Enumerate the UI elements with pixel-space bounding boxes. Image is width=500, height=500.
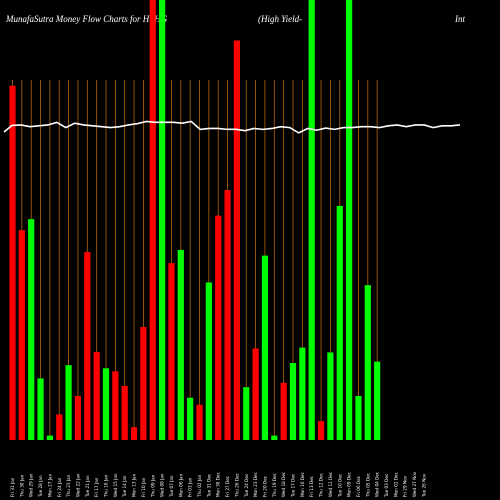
bar-green bbox=[289, 363, 297, 440]
date-label: Fri 24 Jan bbox=[57, 477, 62, 497]
bar-green bbox=[364, 285, 371, 440]
date-label: Fri 31 Jan bbox=[10, 477, 15, 497]
bar-red bbox=[196, 404, 203, 440]
bar-green bbox=[308, 0, 315, 440]
bar-red bbox=[252, 348, 259, 440]
bar-green bbox=[243, 387, 250, 440]
date-label: Mon 02 Dec bbox=[393, 471, 398, 497]
date-label: Mon 09 Dec bbox=[347, 471, 352, 497]
chart-title-ticker: (High Yield- bbox=[258, 14, 303, 24]
bar-red bbox=[84, 252, 91, 440]
date-label: Thu 16 Jan bbox=[104, 474, 109, 498]
date-label: Tue 26 Nov bbox=[421, 473, 426, 498]
date-label: Thu 02 Jan bbox=[197, 474, 202, 498]
date-label: Wed 15 Jan bbox=[113, 473, 118, 497]
date-label: Wed 08 Jan bbox=[160, 473, 165, 497]
date-label: Mon 06 Jan bbox=[178, 473, 183, 497]
date-label: Tue 21 Jan bbox=[85, 475, 90, 498]
bar-green bbox=[271, 435, 278, 440]
date-label: Fri 27 Dec bbox=[225, 475, 230, 497]
date-labels: Fri 31 Jan Thu 30 Jan Wed 29 Jan Tue 28 Jan… bbox=[10, 471, 426, 498]
bar-red bbox=[121, 385, 128, 440]
bar-red bbox=[112, 371, 119, 440]
date-label: Thu 09 Jan bbox=[150, 474, 155, 498]
date-label: Wed 04 Dec bbox=[375, 471, 380, 497]
bar-green bbox=[102, 368, 110, 440]
date-label: Fri 17 Jan bbox=[94, 477, 99, 497]
bar-red bbox=[233, 40, 240, 440]
bar-green bbox=[187, 397, 194, 440]
date-label: Tue 17 Dec bbox=[291, 473, 296, 498]
bar-red bbox=[130, 427, 138, 440]
date-label: Mon 16 Dec bbox=[300, 471, 305, 497]
bar-red bbox=[168, 263, 175, 440]
date-label: Thu 30 Jan bbox=[19, 474, 24, 498]
bar-red bbox=[93, 352, 100, 440]
bar-green bbox=[261, 255, 269, 440]
bar-red bbox=[149, 0, 156, 440]
bar-green bbox=[355, 396, 362, 440]
bar-green bbox=[327, 352, 334, 440]
bar-green bbox=[159, 0, 166, 440]
date-label: Tue 03 Dec bbox=[384, 473, 389, 498]
date-label: Fri 03 Jan bbox=[188, 477, 193, 497]
bar-green bbox=[205, 282, 212, 440]
bar-red bbox=[9, 85, 16, 441]
bar-green bbox=[374, 361, 381, 440]
flow-line bbox=[3, 120, 461, 134]
bar-green bbox=[299, 347, 306, 440]
money-flow-line bbox=[3, 120, 461, 134]
bar-red bbox=[280, 382, 287, 440]
bar-green bbox=[46, 435, 53, 440]
bar-red bbox=[140, 326, 147, 440]
date-label: Tue 28 Jan bbox=[38, 475, 43, 498]
bar-red bbox=[18, 230, 25, 440]
date-label: Mon 13 Jan bbox=[132, 473, 137, 497]
bar-red bbox=[317, 421, 325, 440]
bar-green bbox=[346, 0, 353, 440]
chart-title-continued: Int bbox=[455, 14, 465, 24]
bar-red bbox=[224, 190, 231, 440]
date-label: Tue 31 Dec bbox=[206, 473, 211, 498]
date-label: Wed 22 Jan bbox=[75, 473, 80, 497]
date-label: Wed 27 Nov bbox=[412, 471, 417, 497]
date-label: Thu 05 Dec bbox=[365, 472, 370, 498]
bar-green bbox=[37, 378, 44, 440]
date-label: Mon 30 Dec bbox=[216, 471, 221, 497]
date-label: Fri 13 Dec bbox=[309, 475, 314, 497]
date-label: Wed 18 Dec bbox=[281, 471, 286, 497]
date-label: Fri 29 Nov bbox=[403, 475, 408, 497]
date-label: Tue 10 Dec bbox=[337, 473, 342, 498]
date-label: Wed 11 Dec bbox=[328, 471, 333, 497]
date-label: Thu 12 Dec bbox=[319, 472, 324, 498]
bar-red bbox=[215, 215, 222, 440]
date-label: Tue 07 Jan bbox=[169, 475, 174, 498]
bar-red bbox=[56, 414, 63, 440]
bar-green bbox=[28, 219, 35, 440]
bar-red bbox=[74, 396, 82, 440]
date-label: Wed 29 Jan bbox=[29, 473, 34, 497]
date-label: Mon 23 Dec bbox=[253, 471, 258, 497]
chart-title-brand: MunafaSutra Money Flow Charts for HYHG bbox=[6, 14, 168, 24]
chart-title: MunafaSutra Money Flow Charts for HYHG (… bbox=[0, 14, 500, 28]
date-label: Mon 27 Jan bbox=[47, 473, 52, 497]
date-label: Fri 06 Dec bbox=[356, 475, 361, 497]
date-label: Thu 26 Dec bbox=[234, 472, 239, 498]
date-label: Fri 20 Dec bbox=[262, 475, 267, 497]
bar-green bbox=[65, 365, 72, 440]
bars bbox=[9, 0, 381, 441]
bar-green bbox=[336, 205, 343, 440]
date-label: Fri 10 Jan bbox=[141, 477, 146, 497]
date-label: Thu 23 Jan bbox=[66, 474, 71, 498]
date-label: Tue 24 Dec bbox=[244, 473, 249, 498]
bar-green bbox=[177, 249, 184, 440]
date-label: Thu 19 Dec bbox=[272, 472, 277, 498]
date-label: Tue 14 Jan bbox=[122, 475, 127, 498]
